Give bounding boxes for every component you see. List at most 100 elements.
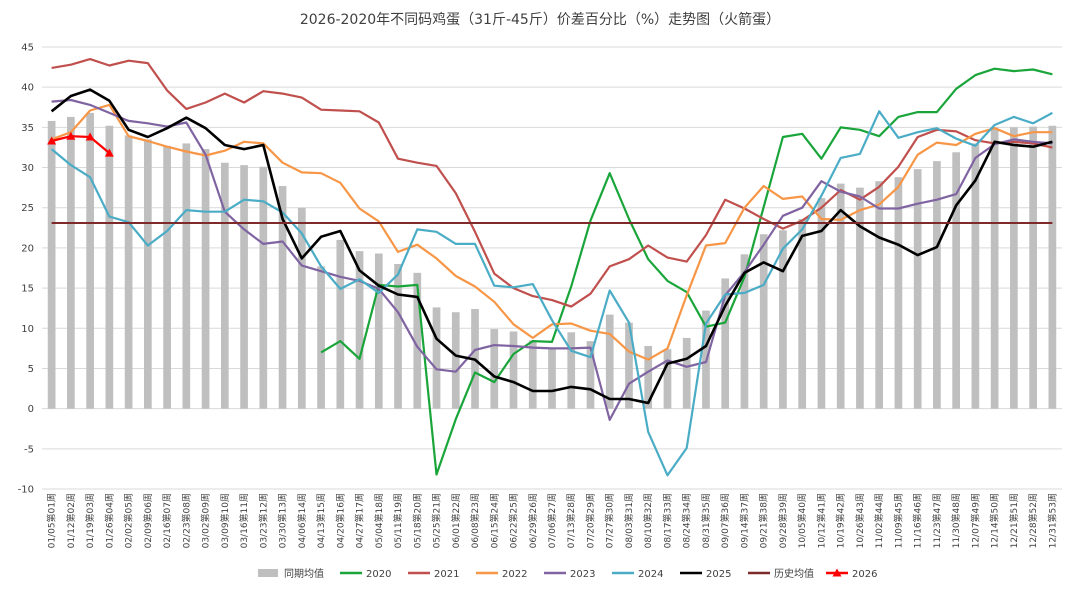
line-series — [47, 58, 1053, 477]
x-tick-label: 02/02第05周 — [123, 493, 135, 548]
x-tick-label: 12/28第52周 — [1027, 493, 1039, 548]
bar — [1010, 127, 1018, 409]
x-tick-label: 08/10第32周 — [642, 493, 654, 548]
legend: 同期均值 2020 2021 2022 2023 2024 2025 历史均值 2026 — [258, 567, 877, 580]
bar — [355, 251, 364, 409]
bar — [201, 149, 210, 409]
x-tick-label: 11/30第48周 — [950, 493, 962, 548]
x-tick-label: 02/23第08周 — [180, 493, 192, 548]
x-tick-label: 08/03第31周 — [623, 493, 635, 548]
point-marker-2026 — [104, 148, 114, 157]
bar — [586, 341, 595, 409]
y-tick-label: 30 — [21, 163, 34, 174]
x-tick-label: 05/11第19周 — [392, 493, 404, 548]
bar — [682, 337, 691, 409]
x-tick-label: 01/05第01周 — [46, 493, 58, 548]
bar — [856, 187, 864, 409]
bar — [933, 161, 941, 409]
x-tick-label: 06/29第26周 — [527, 493, 539, 548]
x-tick-label: 11/09第45周 — [892, 493, 904, 548]
series-line-2026 — [51, 135, 111, 154]
point-marker-2026 — [85, 132, 95, 141]
bar — [374, 253, 383, 409]
bar-series — [47, 112, 1057, 409]
bar — [509, 331, 518, 409]
x-tick-label: 01/26第04周 — [103, 493, 115, 548]
y-tick-label: 15 — [21, 284, 34, 295]
legend-label: 2023 — [570, 569, 595, 580]
x-tick-label: 01/12第02周 — [65, 493, 77, 548]
x-tick-label: 11/23第47周 — [931, 493, 943, 548]
bar — [817, 198, 826, 409]
x-tick-label: 10/26第43周 — [854, 493, 866, 548]
y-axis: -10 -5 0 5 10 15 20 25 30 35 40 45 — [18, 43, 34, 496]
bar — [394, 263, 402, 409]
x-tick-label: 08/17第33周 — [661, 493, 673, 548]
bar — [124, 135, 133, 409]
bar — [182, 143, 191, 409]
chart-title: 2026-2020年不同码鸡蛋（31斤-45斤）价差百分比（%）走势图（火箭蛋） — [300, 11, 780, 28]
y-tick-label: 0 — [28, 404, 34, 415]
y-tick-label: 45 — [21, 43, 34, 54]
y-tick-label: -5 — [24, 444, 34, 455]
bar — [971, 143, 980, 409]
x-tick-label: 06/22第25周 — [508, 493, 520, 548]
legend-label: 历史均值 — [774, 567, 814, 580]
bar — [1029, 126, 1037, 409]
x-tick-label: 06/08第23周 — [469, 493, 481, 548]
y-tick-label: 40 — [21, 83, 34, 94]
x-tick-label: 03/30第13周 — [277, 493, 289, 548]
x-tick-label: 07/20第29周 — [584, 493, 596, 548]
x-tick-label: 04/13第15周 — [315, 493, 327, 548]
bar — [220, 162, 229, 409]
bar — [759, 234, 768, 409]
bar — [240, 165, 248, 409]
series-line-2023 — [51, 98, 1053, 421]
bar — [779, 230, 787, 409]
x-tick-label: 08/24第34周 — [681, 493, 693, 548]
point-marker-2026 — [66, 131, 76, 140]
legend-label: 2022 — [502, 569, 527, 580]
series-line-2022 — [51, 103, 1053, 361]
x-tick-label: 12/14第50周 — [989, 493, 1001, 548]
bar — [144, 139, 152, 409]
x-tick-label: 02/09第06周 — [142, 493, 154, 548]
y-tick-label: 5 — [28, 364, 34, 375]
x-tick-label: 04/06第14周 — [296, 493, 308, 548]
bar — [297, 207, 306, 409]
bar — [836, 183, 845, 409]
series-line-2025 — [50, 88, 1053, 405]
legend-label: 同期均值 — [284, 567, 324, 580]
bar — [567, 332, 576, 409]
x-tick-label: 07/13第28周 — [565, 493, 577, 548]
legend-label: 2026 — [852, 569, 877, 580]
bar — [913, 169, 922, 409]
x-tick-label: 09/21第38周 — [758, 493, 770, 548]
x-tick-label: 12/31第53周 — [1046, 493, 1058, 548]
x-tick-label: 09/07第36周 — [719, 493, 731, 548]
bar — [163, 145, 171, 409]
legend-swatch — [258, 569, 278, 577]
bar — [740, 254, 749, 409]
bar — [548, 347, 556, 409]
bar — [336, 239, 345, 409]
bar — [875, 181, 884, 409]
x-tick-label: 02/16第07周 — [161, 493, 173, 548]
x-tick-label: 06/15第24周 — [488, 493, 500, 548]
bar — [432, 307, 441, 409]
series-line-2024 — [50, 110, 1053, 477]
bar — [952, 152, 960, 409]
legend-label: 2020 — [366, 569, 391, 580]
legend-label: 2021 — [434, 569, 459, 580]
x-tick-label: 12/07第49周 — [969, 493, 981, 548]
x-tick-label: 10/12第41周 — [815, 493, 827, 548]
x-tick-label: 10/05第40周 — [796, 493, 808, 548]
bar — [644, 345, 653, 409]
x-tick-label: 05/18第20周 — [411, 493, 423, 548]
bar — [278, 186, 287, 409]
x-tick-label: 06/01第22周 — [450, 493, 462, 548]
legend-label: 2025 — [706, 569, 731, 580]
x-tick-label: 09/28第39周 — [777, 493, 789, 548]
legend-label: 2024 — [638, 569, 663, 580]
